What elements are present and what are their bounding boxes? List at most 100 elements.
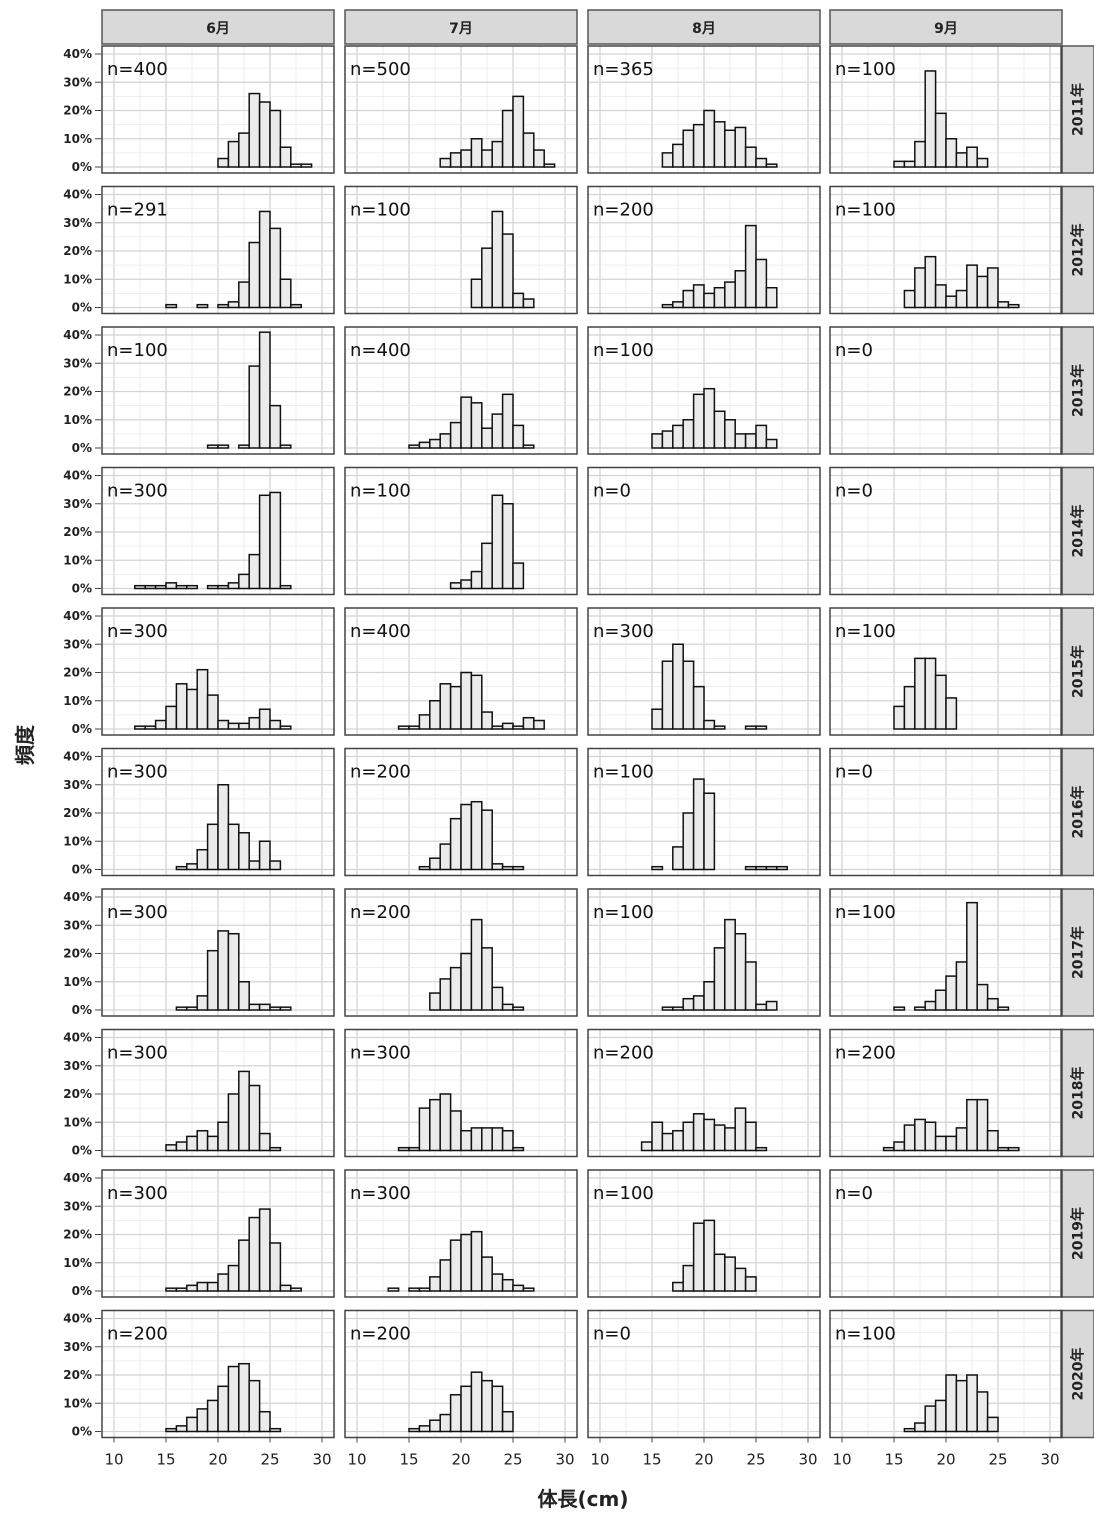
x-tick-label: 30: [1040, 1451, 1059, 1469]
x-tick-label: 25: [260, 1451, 279, 1469]
histogram-bar: [481, 711, 493, 730]
histogram-bar: [217, 719, 230, 730]
histogram-bar: [692, 995, 705, 1011]
histogram-bar: [501, 1003, 514, 1011]
panel-frame: [344, 45, 578, 174]
panel-frame: [344, 1169, 578, 1298]
histogram-bar: [238, 132, 250, 168]
month-header-bg: [587, 9, 821, 45]
y-tick-label: 20%: [63, 806, 92, 820]
y-tick-label: 30%: [63, 918, 92, 932]
histogram-bar: [765, 865, 778, 871]
histogram-bar: [976, 1391, 989, 1433]
y-tick-label: 30%: [63, 356, 92, 370]
histogram-bar: [924, 1121, 937, 1152]
histogram-bar: [175, 1287, 188, 1292]
histogram-bar: [661, 660, 674, 730]
histogram-bar: [258, 1003, 271, 1011]
histogram-bar: [429, 700, 441, 730]
histogram-bar: [765, 163, 778, 168]
histogram-bar: [165, 1287, 178, 1292]
grid-layer: [95, 46, 1062, 1443]
histogram-bar: [692, 685, 705, 730]
histogram-bar: [279, 584, 292, 590]
histogram-bar: [997, 301, 1010, 309]
histogram-bar: [248, 1379, 261, 1433]
histogram-bar: [945, 1135, 958, 1152]
panel-frame: [344, 1309, 578, 1439]
histogram-bar: [387, 1287, 400, 1292]
histogram-bar: [703, 292, 716, 309]
histogram-bar: [533, 149, 545, 168]
histogram-bar: [439, 1413, 452, 1433]
histogram-bar: [713, 725, 726, 730]
sample-size-label: n=100: [835, 902, 896, 923]
histogram-bar: [661, 152, 674, 168]
y-tick-label: 0%: [72, 722, 92, 736]
x-tick-label: 25: [746, 1451, 765, 1469]
x-tick-label: 10: [347, 1451, 366, 1469]
histogram-bar: [470, 1127, 483, 1152]
sample-size-label: n=200: [107, 1324, 168, 1345]
histogram-bar: [734, 1107, 747, 1152]
histogram-bar: [755, 1003, 768, 1011]
histogram-bar: [966, 901, 978, 1011]
histogram-bar: [692, 123, 705, 168]
sample-size-label: n=0: [835, 340, 873, 361]
histogram-bar: [206, 694, 219, 730]
histogram-bar: [734, 126, 747, 168]
histogram-bar: [713, 121, 726, 168]
histogram-bar: [934, 112, 947, 168]
histogram-bar: [460, 671, 473, 730]
histogram-bar: [165, 582, 178, 590]
year-strip-bg: [1060, 888, 1094, 1017]
sample-size-label: n=200: [350, 762, 411, 783]
x-tick-label: 10: [104, 1451, 123, 1469]
histogram-bar: [470, 1230, 483, 1292]
histogram-bar: [724, 281, 736, 309]
y-axis-title: 頻度: [13, 724, 37, 765]
sample-size-label: n=100: [593, 762, 654, 783]
y-tick-label: 30%: [63, 1059, 92, 1073]
histogram-bar: [934, 989, 947, 1011]
x-tick-label: 20: [451, 1451, 470, 1469]
y-tick-label: 10%: [63, 694, 92, 708]
panel-frame: [829, 1169, 1063, 1298]
histogram-bar: [976, 983, 989, 1011]
histogram-bar: [460, 1385, 473, 1433]
histogram-bar: [955, 1127, 968, 1152]
y-tick-label: 30%: [63, 778, 92, 792]
panel-frame: [101, 1309, 335, 1439]
histogram-bar: [703, 792, 716, 871]
panel-frame: [829, 1309, 1063, 1439]
histogram-bar: [765, 438, 778, 449]
histogram-bar: [460, 579, 473, 590]
histogram-bar: [238, 722, 250, 730]
histogram-bar: [217, 930, 230, 1011]
histogram-bar: [217, 303, 230, 309]
histogram-bar: [206, 1135, 219, 1152]
histogram-bar: [196, 848, 209, 871]
histogram-bar: [765, 1000, 778, 1011]
y-tick-label: 10%: [63, 1396, 92, 1410]
histogram-bar: [248, 241, 261, 309]
panel-frame: [829, 607, 1063, 736]
histogram-bar: [175, 1006, 188, 1011]
histogram-bar: [903, 289, 916, 309]
histogram-bar: [713, 410, 726, 449]
histogram-bar: [491, 863, 504, 871]
histogram-bar: [682, 1264, 695, 1292]
histogram-bar: [924, 657, 937, 730]
sample-size-label: n=200: [593, 200, 654, 221]
histogram-bar: [651, 433, 664, 449]
histogram-bar: [290, 163, 302, 168]
text-layer: 6月 7月 8月 9月 2011年 0% 10% 20% 30% 40% n=400 n=500 n=3…: [63, 21, 1086, 1469]
y-tick-label: 40%: [63, 188, 92, 202]
x-tick-label: 30: [798, 1451, 817, 1469]
histogram-bar: [966, 146, 978, 168]
histogram-bar: [692, 393, 705, 449]
histogram-bar: [206, 444, 219, 449]
y-tick-label: 40%: [63, 469, 92, 483]
x-tick-label: 15: [642, 1451, 661, 1469]
sample-size-label: n=0: [835, 481, 873, 502]
